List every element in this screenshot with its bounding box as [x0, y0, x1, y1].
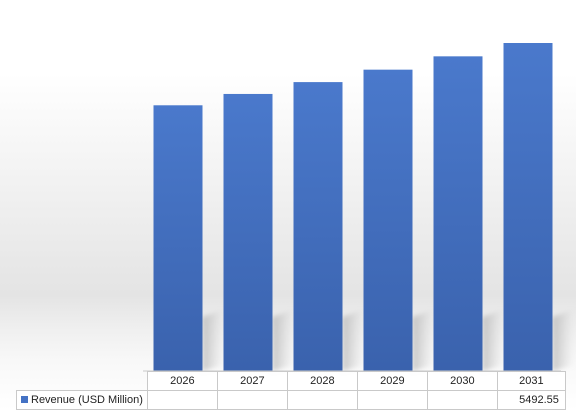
table-row: Revenue (USD Million) 5492.55: [16, 390, 566, 410]
bar-2027: [223, 93, 273, 371]
category-label: 2028: [286, 371, 358, 391]
category-label: 2029: [356, 371, 428, 391]
table-header-row: 2026 2027 2028 2029 2030 2031: [16, 371, 566, 391]
value-cell: [216, 390, 288, 410]
series-name: Revenue (USD Million): [31, 394, 143, 406]
legend-entry: Revenue (USD Million): [16, 390, 148, 410]
bar-2030: [433, 56, 483, 371]
bar-2031: [503, 43, 553, 371]
value-cell: [146, 390, 218, 410]
bar-shadow: [552, 309, 575, 371]
category-label: 2031: [496, 371, 566, 391]
table-corner-cell: [16, 371, 148, 391]
bar-shadow: [412, 309, 435, 371]
bar-shadow: [202, 309, 225, 371]
value-cell: 5492.55: [496, 390, 566, 410]
data-table: 2026 2027 2028 2029 2030 2031 Revenue (U…: [16, 371, 566, 410]
category-label: 2030: [426, 371, 498, 391]
bar-shadow: [482, 309, 505, 371]
value-cell: [356, 390, 428, 410]
category-label: 2027: [216, 371, 288, 391]
bar-shadow: [342, 309, 365, 371]
bar-2029: [363, 69, 413, 371]
bar-2028: [293, 82, 343, 371]
value-cell: [426, 390, 498, 410]
category-label: 2026: [146, 371, 218, 391]
legend-swatch: [21, 396, 28, 403]
value-cell: [286, 390, 358, 410]
bar-shadow: [272, 309, 295, 371]
bar-2026: [153, 105, 203, 372]
